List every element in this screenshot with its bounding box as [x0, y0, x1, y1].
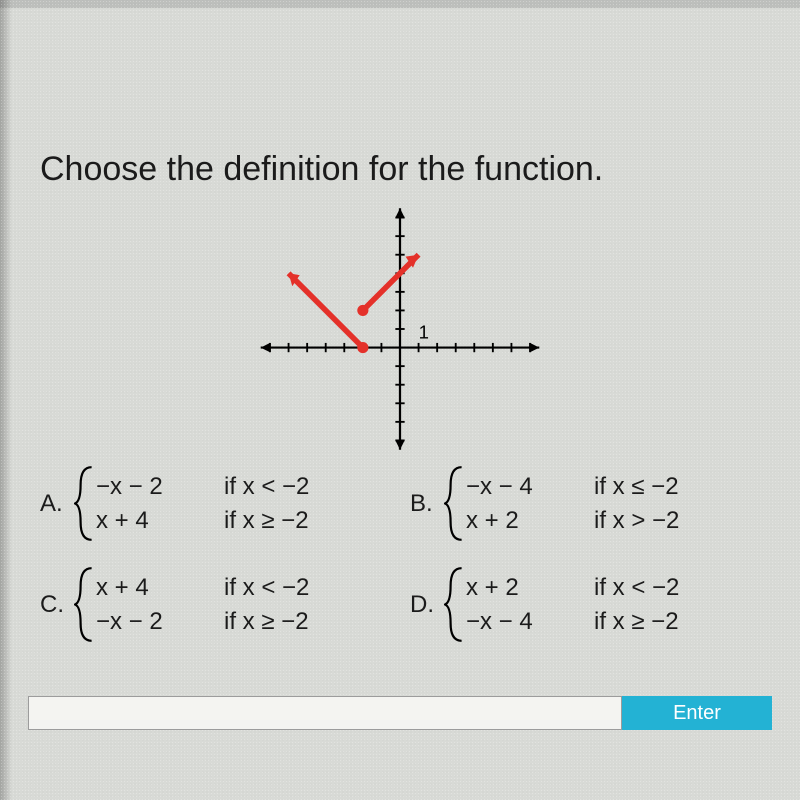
expression: −x − 2	[96, 470, 206, 504]
enter-button[interactable]: Enter	[622, 696, 772, 730]
piecewise: −x − 4 if x ≤ −2 x + 2 if x > −2	[444, 465, 734, 542]
piecewise-graph: 1	[250, 199, 550, 459]
question-block: Choose the definition for the function.	[40, 150, 760, 643]
answer-bar: Enter	[28, 696, 772, 732]
option-letter: C.	[40, 591, 74, 619]
piecewise-row: −x − 4 if x ≤ −2	[466, 470, 734, 504]
piecewise: −x − 2 if x < −2 x + 4 if x ≥ −2	[74, 465, 364, 542]
expression: x + 2	[466, 571, 576, 605]
option-letter: B.	[410, 490, 444, 518]
expression: −x − 4	[466, 605, 576, 639]
piecewise: x + 4 if x < −2 −x − 2 if x ≥ −2	[74, 566, 364, 643]
expression: −x − 2	[96, 605, 206, 639]
condition: if x ≥ −2	[206, 504, 364, 538]
piecewise-row: −x − 2 if x < −2	[96, 470, 364, 504]
option-c[interactable]: C. x + 4 if x < −2 −x − 2 if x ≥ −2	[40, 566, 390, 643]
left-brace-icon	[444, 465, 466, 542]
option-letter: D.	[410, 591, 444, 619]
option-b[interactable]: B. −x − 4 if x ≤ −2 x + 2 if x > −2	[410, 465, 760, 542]
piecewise-row: x + 4 if x ≥ −2	[96, 504, 364, 538]
condition: if x ≥ −2	[576, 605, 734, 639]
condition: if x ≥ −2	[206, 605, 364, 639]
answer-input[interactable]	[28, 696, 622, 730]
expression: x + 4	[96, 571, 206, 605]
graph-container: 1	[40, 199, 760, 459]
piecewise-row: −x − 4 if x ≥ −2	[466, 605, 734, 639]
piecewise-row: x + 4 if x < −2	[96, 571, 364, 605]
question-text: Choose the definition for the function.	[40, 150, 760, 189]
condition: if x < −2	[206, 470, 364, 504]
piecewise-row: −x − 2 if x ≥ −2	[96, 605, 364, 639]
option-letter: A.	[40, 490, 74, 518]
x-tick-label-1: 1	[419, 321, 429, 342]
condition: if x < −2	[206, 571, 364, 605]
bezel-left	[0, 0, 12, 800]
expression: −x − 4	[466, 470, 576, 504]
expression: x + 2	[466, 504, 576, 538]
expression: x + 4	[96, 504, 206, 538]
option-a[interactable]: A. −x − 2 if x < −2 x + 4 if x ≥ −2	[40, 465, 390, 542]
condition: if x > −2	[576, 504, 734, 538]
piecewise-row: x + 2 if x > −2	[466, 504, 734, 538]
left-brace-icon	[74, 566, 96, 643]
condition: if x ≤ −2	[576, 470, 734, 504]
left-brace-icon	[444, 566, 466, 643]
piecewise-row: x + 2 if x < −2	[466, 571, 734, 605]
answer-options: A. −x − 2 if x < −2 x + 4 if x ≥ −2	[40, 465, 760, 643]
condition: if x < −2	[576, 571, 734, 605]
bezel-top	[0, 0, 800, 8]
option-d[interactable]: D. x + 2 if x < −2 −x − 4 if x ≥ −2	[410, 566, 760, 643]
left-brace-icon	[74, 465, 96, 542]
piecewise: x + 2 if x < −2 −x − 4 if x ≥ −2	[444, 566, 734, 643]
